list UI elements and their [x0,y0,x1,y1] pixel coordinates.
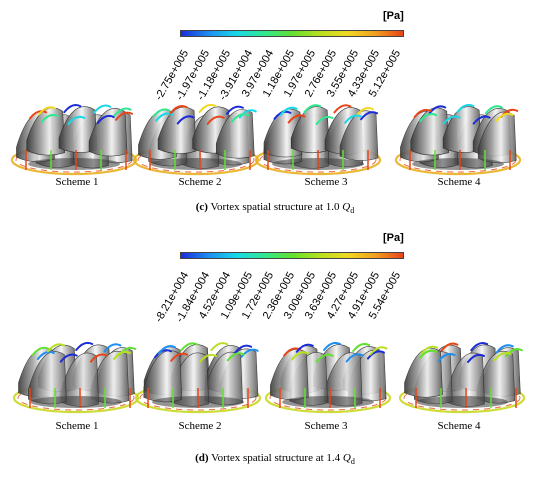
vortex-images-d [12,341,526,414]
scheme-label-3: Scheme 3 [304,176,348,188]
impeller-illustration [12,341,140,414]
colorbar-c-unit: [Pa] [383,10,404,22]
caption-c-q: Q [342,201,351,213]
impeller-illustration [134,342,262,414]
colorbar-d-unit: [Pa] [383,232,404,244]
scheme-label-3: Scheme 3 [304,420,348,432]
scheme-label-4: Scheme 4 [437,176,481,188]
caption-d-letter: (d) [195,452,209,464]
caption-c: (c) Vortex spatial structure at 1.0 Qd [196,201,355,215]
scheme-label-1: Scheme 1 [55,420,99,432]
caption-c-sub: d [350,206,355,216]
scheme-label-1: Scheme 1 [55,176,99,188]
scheme-label-4: Scheme 4 [437,420,481,432]
vortex-images-c [10,103,522,176]
caption-d: (d) Vortex spatial structure at 1.4 Qd [195,452,355,466]
impeller-illustration [398,342,526,414]
colorbar-c-gradient [180,30,404,37]
caption-c-text: Vortex spatial structure at 1.0 [207,201,343,213]
impeller-illustration [264,341,392,414]
impeller-illustration [10,104,138,176]
impeller-illustration [132,103,260,176]
caption-d-sub: d [350,457,355,467]
impeller-illustration [394,103,522,176]
impeller-illustration [254,104,382,176]
caption-d-q: Q [342,452,351,464]
scheme-label-2: Scheme 2 [178,420,222,432]
caption-c-letter: (c) [195,201,208,213]
scheme-label-2: Scheme 2 [178,176,222,188]
caption-d-text: Vortex spatial structure at 1.4 [208,452,343,464]
colorbar-d-gradient [180,252,404,259]
